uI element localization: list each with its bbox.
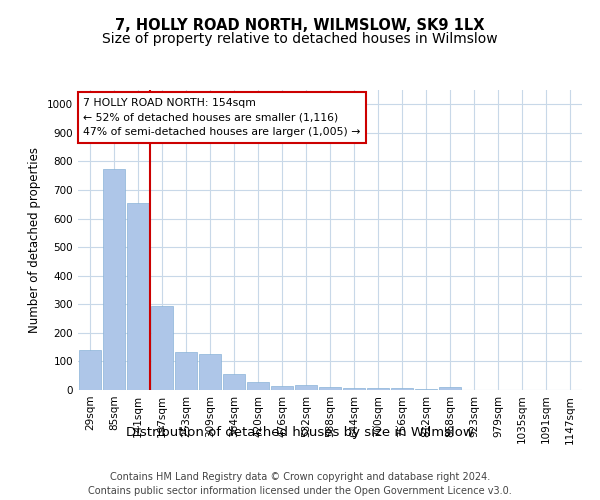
Text: Contains public sector information licensed under the Open Government Licence v3: Contains public sector information licen… bbox=[88, 486, 512, 496]
Text: Distribution of detached houses by size in Wilmslow: Distribution of detached houses by size … bbox=[126, 426, 474, 439]
Bar bbox=[415, 389, 437, 390]
Bar bbox=[343, 388, 365, 390]
Text: 7, HOLLY ROAD NORTH, WILMSLOW, SK9 1LX: 7, HOLLY ROAD NORTH, WILMSLOW, SK9 1LX bbox=[115, 18, 485, 32]
Bar bbox=[439, 387, 461, 390]
Bar bbox=[271, 386, 293, 390]
Text: 7 HOLLY ROAD NORTH: 154sqm
← 52% of detached houses are smaller (1,116)
47% of s: 7 HOLLY ROAD NORTH: 154sqm ← 52% of deta… bbox=[83, 98, 361, 137]
Bar bbox=[151, 306, 173, 390]
Bar bbox=[319, 387, 341, 390]
Bar bbox=[247, 382, 269, 390]
Bar bbox=[127, 203, 149, 390]
Bar bbox=[79, 350, 101, 390]
Bar bbox=[175, 352, 197, 390]
Bar bbox=[223, 374, 245, 390]
Y-axis label: Number of detached properties: Number of detached properties bbox=[28, 147, 41, 333]
Bar bbox=[295, 385, 317, 390]
Bar bbox=[391, 388, 413, 390]
Bar bbox=[103, 168, 125, 390]
Text: Contains HM Land Registry data © Crown copyright and database right 2024.: Contains HM Land Registry data © Crown c… bbox=[110, 472, 490, 482]
Bar bbox=[367, 388, 389, 390]
Text: Size of property relative to detached houses in Wilmslow: Size of property relative to detached ho… bbox=[102, 32, 498, 46]
Bar bbox=[199, 354, 221, 390]
